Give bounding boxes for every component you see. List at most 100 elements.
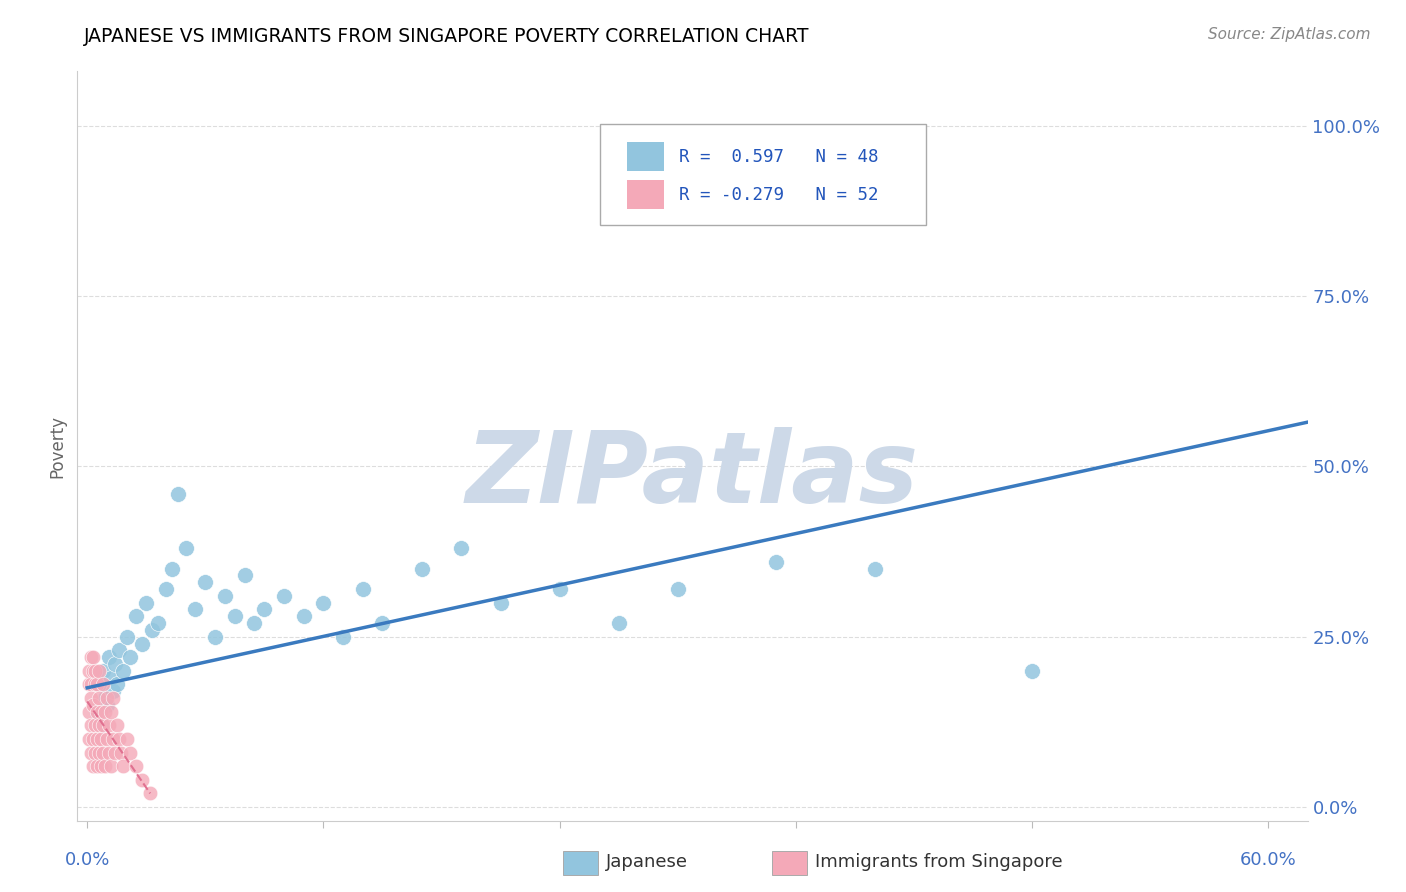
Point (90, 718, 112, 732)
Point (82, 759, 104, 773)
Point (91, 664, 114, 678)
Point (91, 718, 114, 732)
FancyBboxPatch shape (600, 124, 927, 225)
Point (86, 677, 108, 691)
Point (111, 759, 134, 773)
Point (96, 691, 118, 706)
Point (80, 691, 103, 706)
Point (1021, 664, 1043, 678)
Point (96, 698, 118, 712)
Point (135, 596, 157, 610)
Point (184, 602, 207, 616)
Point (110, 746, 132, 760)
Point (131, 636, 153, 650)
Point (607, 616, 630, 631)
Point (105, 718, 128, 732)
Point (86, 731, 108, 746)
Point (253, 602, 276, 616)
Point (87, 664, 110, 678)
Point (90, 705, 112, 719)
Point (194, 575, 217, 590)
FancyBboxPatch shape (564, 851, 598, 875)
Point (84, 677, 107, 691)
Point (224, 609, 246, 624)
Point (77, 731, 100, 746)
Point (97, 718, 120, 732)
Point (107, 643, 129, 657)
Point (86, 759, 108, 773)
Point (96, 731, 118, 746)
Point (548, 582, 571, 596)
Point (105, 677, 128, 691)
Point (82, 731, 104, 746)
Point (90, 759, 112, 773)
Point (80, 746, 103, 760)
Point (100, 671, 122, 685)
Point (87, 718, 110, 732)
Point (489, 596, 512, 610)
Text: ZIPatlas: ZIPatlas (465, 427, 920, 524)
Text: Japanese: Japanese (606, 853, 689, 871)
Point (352, 582, 374, 596)
Point (97, 746, 120, 760)
Text: Source: ZipAtlas.com: Source: ZipAtlas.com (1208, 27, 1371, 42)
Point (77, 664, 100, 678)
FancyBboxPatch shape (627, 180, 664, 209)
Point (120, 746, 142, 760)
Point (82, 664, 104, 678)
FancyBboxPatch shape (772, 851, 807, 875)
Text: 0.0%: 0.0% (65, 851, 110, 869)
Point (141, 623, 163, 637)
Point (87, 677, 110, 691)
Point (146, 616, 169, 631)
Point (94, 691, 117, 706)
Point (120, 650, 142, 665)
Point (160, 561, 183, 575)
FancyBboxPatch shape (627, 143, 664, 171)
Y-axis label: Poverty: Poverty (48, 415, 66, 477)
Point (233, 568, 256, 582)
Point (243, 616, 266, 631)
Point (214, 589, 236, 603)
Point (82, 650, 104, 665)
Text: JAPANESE VS IMMIGRANTS FROM SINGAPORE POVERTY CORRELATION CHART: JAPANESE VS IMMIGRANTS FROM SINGAPORE PO… (84, 27, 810, 45)
Point (332, 630, 354, 644)
Point (204, 630, 226, 644)
Point (111, 664, 134, 678)
Point (115, 731, 138, 746)
Point (80, 650, 103, 665)
Point (104, 657, 127, 671)
Point (174, 541, 197, 556)
Point (87, 691, 110, 706)
Point (80, 677, 103, 691)
Point (765, 555, 787, 569)
Point (94, 705, 117, 719)
Point (84, 718, 107, 732)
Point (77, 705, 100, 719)
Point (87, 746, 110, 760)
Point (292, 609, 315, 624)
Point (91, 677, 114, 691)
Point (100, 759, 122, 773)
Point (84, 746, 107, 760)
Point (86, 705, 108, 719)
Point (371, 616, 394, 631)
Point (155, 582, 177, 596)
Text: 60.0%: 60.0% (1240, 851, 1296, 869)
Point (125, 759, 148, 773)
Point (91, 746, 114, 760)
Point (101, 691, 124, 706)
Text: R =  0.597   N = 48: R = 0.597 N = 48 (679, 148, 879, 166)
Point (97, 650, 120, 665)
Point (86, 705, 108, 719)
Point (84, 664, 107, 678)
Point (107, 731, 129, 746)
Point (666, 582, 689, 596)
Point (863, 561, 886, 575)
Point (411, 561, 433, 575)
Point (131, 772, 153, 787)
Point (115, 630, 138, 644)
Point (104, 746, 127, 760)
Point (90, 731, 112, 746)
Point (101, 731, 124, 746)
